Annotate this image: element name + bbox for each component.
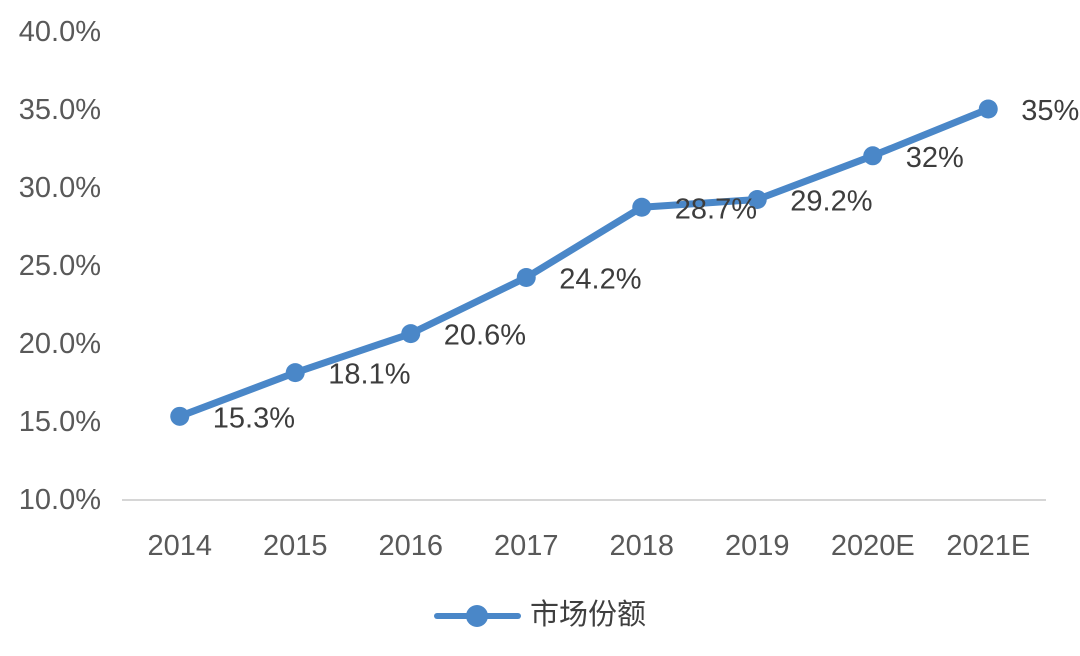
data-point-marker (170, 406, 190, 426)
data-point-marker (747, 189, 767, 209)
x-tick-label: 2017 (494, 530, 559, 562)
data-point-marker (516, 267, 536, 287)
legend-line-marker-icon (433, 603, 521, 629)
legend-dot-swatch (465, 604, 488, 627)
y-tick-label: 40.0% (19, 16, 101, 48)
data-point-label: 32% (906, 142, 964, 174)
y-tick-label: 15.0% (19, 406, 101, 438)
y-tick-label: 35.0% (19, 94, 101, 126)
y-tick-label: 30.0% (19, 172, 101, 204)
x-tick-label: 2018 (609, 530, 674, 562)
data-point-label: 24.2% (559, 263, 641, 295)
y-tick-label: 25.0% (19, 250, 101, 282)
data-point-label: 20.6% (444, 320, 526, 352)
data-point-marker (285, 363, 305, 383)
x-tick-label: 2015 (263, 530, 328, 562)
data-point-label: 35% (1021, 95, 1079, 127)
y-tick-label: 20.0% (19, 328, 101, 360)
data-point-label: 18.1% (328, 359, 410, 391)
data-point-marker (401, 324, 421, 344)
data-point-label: 15.3% (213, 402, 295, 434)
data-point-marker (632, 197, 652, 217)
data-point-label: 28.7% (675, 193, 757, 225)
x-tick-label: 2020E (831, 530, 915, 562)
x-tick-label: 2016 (378, 530, 443, 562)
legend: 市场份额 (0, 601, 1080, 630)
data-point-marker (863, 146, 883, 166)
data-point-marker (978, 99, 998, 119)
x-tick-label: 2014 (147, 530, 212, 562)
y-tick-label: 10.0% (19, 484, 101, 516)
series-line (176, 105, 992, 420)
x-tick-label: 2021E (946, 530, 1030, 562)
legend-label: 市场份额 (529, 599, 646, 631)
x-tick-label: 2019 (725, 530, 790, 562)
data-point-label: 29.2% (790, 185, 872, 217)
